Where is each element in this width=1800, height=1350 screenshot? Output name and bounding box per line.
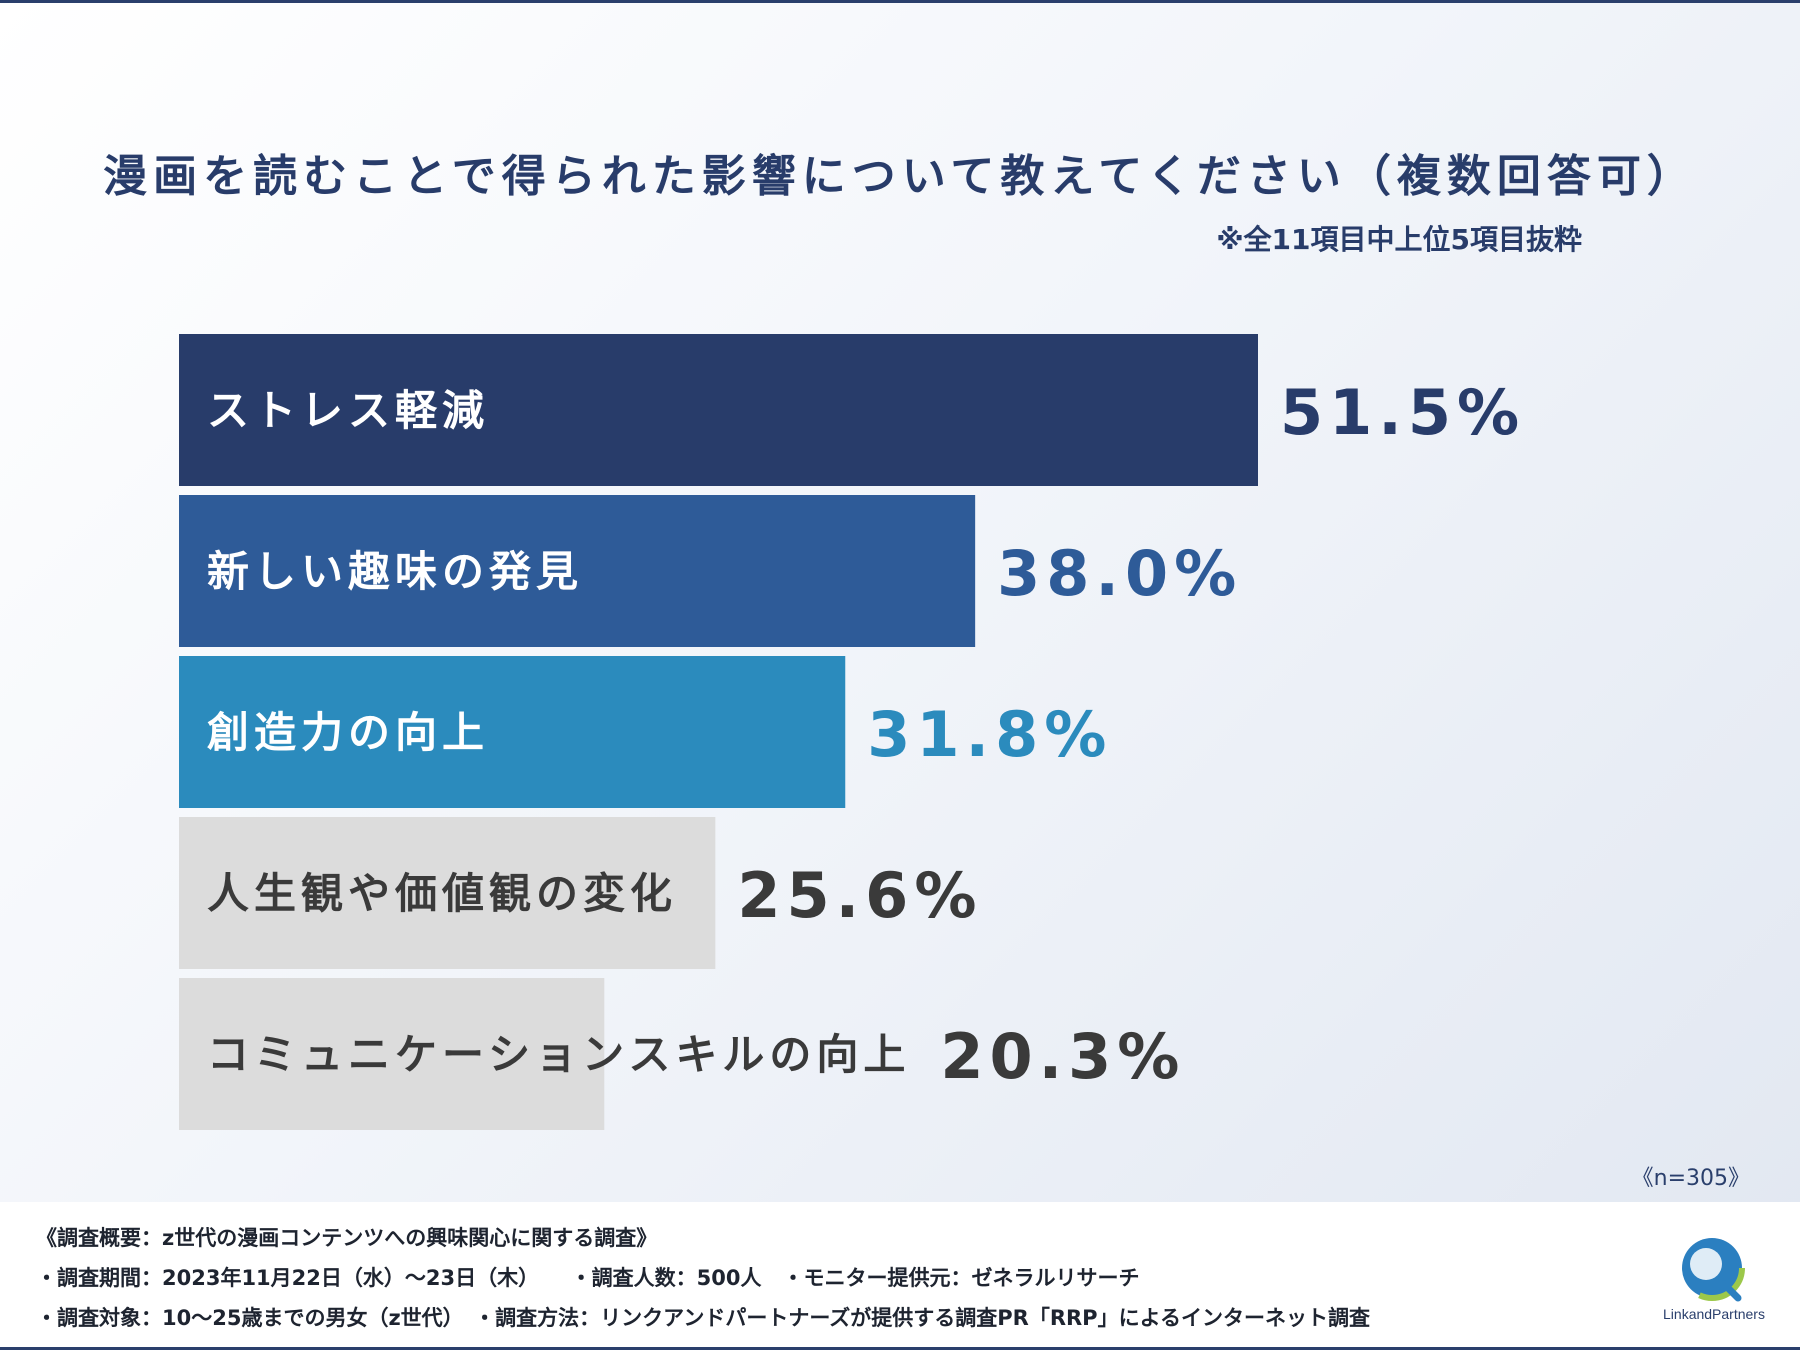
survey-target: ・調査対象：10〜25歳までの男女（z世代） ・調査方法：リンクアンドパートナー…: [36, 1306, 1370, 1330]
bar-3: [179, 656, 846, 808]
logo-text: LinkandPartners: [1663, 1306, 1765, 1322]
category-label-4: 人生観や価値観の変化: [207, 869, 677, 918]
value-label-4: 25.6%: [737, 859, 982, 932]
bar-2: [179, 495, 976, 647]
sample-size-label: 《n=305》: [1631, 1166, 1750, 1191]
subnote: ※全11項目中上位5項目抜粋: [1216, 223, 1582, 256]
value-label-2: 38.0%: [997, 537, 1242, 610]
top-rule: [0, 0, 1800, 3]
survey-title: 《調査概要：z世代の漫画コンテンツへの興味関心に関する調査》: [36, 1226, 658, 1250]
survey-footer: 《調査概要：z世代の漫画コンテンツへの興味関心に関する調査》 ・調査期間：202…: [0, 1202, 1800, 1350]
logo-mark: [1679, 1235, 1745, 1302]
category-label-3: 創造力の向上: [207, 708, 489, 757]
link-and-partners-logo-icon: LinkandPartners: [1654, 1224, 1774, 1334]
bar-1: [179, 334, 1258, 486]
value-label-3: 31.8%: [867, 698, 1112, 771]
value-label-5: 20.3%: [940, 1020, 1185, 1093]
category-label-5: コミュニケーションスキルの向上: [207, 1030, 910, 1079]
survey-summary: 《調査概要：z世代の漫画コンテンツへの興味関心に関する調査》 ・調査期間：202…: [36, 1218, 1370, 1338]
value-label-1: 51.5%: [1280, 376, 1525, 449]
category-label-1: ストレス軽減: [207, 386, 489, 435]
bottom-rule: [0, 1347, 1800, 1350]
bar-chart: ストレス軽減 51.5% 新しい趣味の発見 38.0% 創造力の向上 31.8% 人生観や価…: [179, 334, 1525, 1130]
survey-period: ・調査期間：2023年11月22日（水）〜23日（木） ・調査人数：500人 ・…: [36, 1266, 1140, 1290]
bar-4: [179, 817, 716, 969]
chart-title: 漫画を読むことで得られた影響について教えてください（複数回答可）: [103, 151, 1697, 202]
bar-5: [179, 978, 605, 1130]
category-label-2: 新しい趣味の発見: [207, 547, 583, 596]
